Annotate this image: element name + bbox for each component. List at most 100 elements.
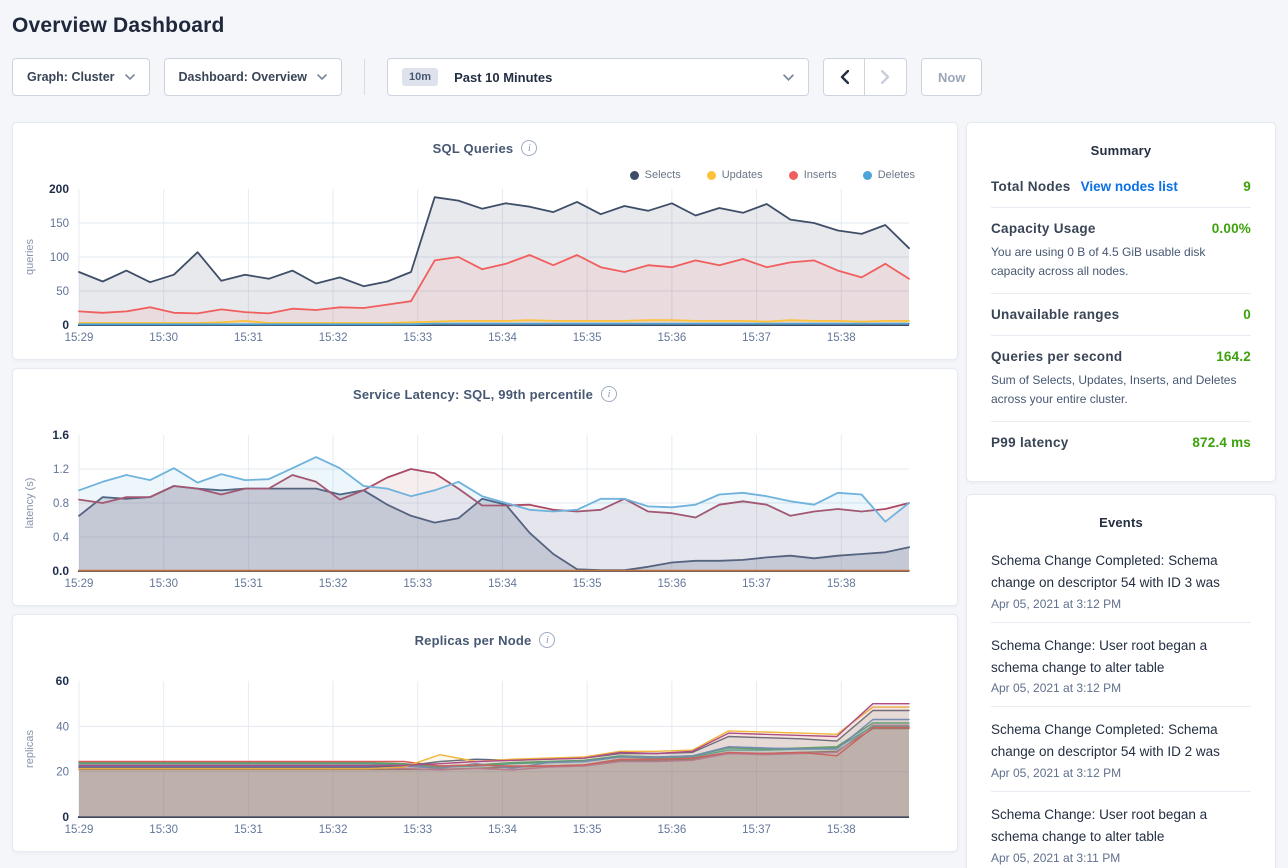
time-range-badge: 10m	[402, 68, 439, 86]
svg-text:60: 60	[56, 674, 70, 688]
info-icon[interactable]: i	[539, 632, 556, 648]
legend-label: Inserts	[803, 169, 837, 181]
svg-text:100: 100	[50, 252, 69, 264]
sql-queries-card: SQL Queries i Selects Updates Inserts De…	[12, 122, 958, 360]
svg-text:15:36: 15:36	[657, 578, 686, 590]
summary-label: Unavailable ranges	[991, 307, 1120, 323]
svg-text:15:38: 15:38	[827, 332, 856, 344]
summary-description: Sum of Selects, Updates, Inserts, and De…	[991, 373, 1237, 406]
svg-text:15:37: 15:37	[742, 824, 771, 836]
charts-column: SQL Queries i Selects Updates Inserts De…	[12, 122, 958, 852]
legend-label: Updates	[721, 169, 763, 181]
info-icon[interactable]: i	[601, 386, 618, 402]
svg-text:15:38: 15:38	[827, 824, 856, 836]
svg-text:15:38: 15:38	[827, 578, 856, 590]
summary-label: Queries per second	[991, 349, 1123, 365]
svg-text:15:35: 15:35	[573, 332, 602, 344]
replicas-per-node-chart[interactable]: 15:29 15:30 15:31 15:32 15:33 15:34 15:35 15:36…	[13, 667, 959, 839]
svg-text:0.8: 0.8	[53, 498, 69, 510]
time-range-label: Past 10 Minutes	[454, 69, 553, 85]
time-back-button[interactable]	[823, 58, 866, 96]
svg-text:15:30: 15:30	[149, 824, 178, 836]
chevron-down-icon	[124, 74, 135, 80]
legend-label: Deletes	[877, 169, 915, 181]
svg-text:15:32: 15:32	[319, 824, 348, 836]
chevron-right-icon	[881, 70, 890, 84]
svg-text:0.4: 0.4	[53, 532, 70, 544]
legend-dot	[788, 170, 798, 180]
legend-dot	[862, 170, 872, 180]
side-column: Summary Total Nodes View nodes list 9 Ca…	[966, 122, 1276, 868]
svg-text:15:29: 15:29	[65, 578, 94, 590]
svg-text:200: 200	[49, 182, 69, 196]
summary-value: 164.2	[1216, 349, 1251, 365]
summary-row-unavailable-ranges: Unavailable ranges 0	[991, 294, 1251, 337]
svg-text:15:33: 15:33	[403, 578, 432, 590]
sql-queries-chart[interactable]: 15:29 15:30 15:31 15:32 15:33 15:34 15:35 15:36…	[13, 175, 959, 347]
svg-text:1.2: 1.2	[53, 464, 69, 476]
summary-label: Capacity Usage	[991, 221, 1096, 236]
dashboard-main: SQL Queries i Selects Updates Inserts De…	[12, 122, 1276, 868]
chart-legend: Selects Updates Inserts Deletes	[629, 169, 915, 181]
summary-row-queries-per-second: Queries per second 164.2 Sum of Selects,…	[991, 336, 1251, 423]
svg-text:15:31: 15:31	[234, 332, 263, 344]
svg-text:0.0: 0.0	[52, 564, 69, 578]
legend-dot	[706, 170, 716, 180]
time-step-buttons	[823, 58, 908, 96]
summary-value: 0	[1243, 307, 1251, 323]
svg-text:15:37: 15:37	[742, 578, 771, 590]
service-latency-chart[interactable]: 15:29 15:30 15:31 15:32 15:33 15:34 15:35 15:36…	[13, 421, 959, 593]
graph-dropdown-label: Graph: Cluster	[27, 70, 115, 84]
service-latency-card: Service Latency: SQL, 99th percentile i …	[12, 368, 958, 606]
event-item: Schema Change: User root began a schema …	[991, 623, 1251, 708]
legend-label: Selects	[644, 169, 681, 181]
summary-title: Summary	[1090, 143, 1152, 158]
event-item: Schema Change: User root began a schema …	[991, 792, 1251, 868]
info-icon[interactable]: i	[521, 140, 538, 156]
svg-text:20: 20	[56, 767, 69, 779]
dashboard-dropdown-label: Dashboard: Overview	[178, 70, 308, 84]
svg-text:15:36: 15:36	[657, 824, 686, 836]
svg-text:latency (s): latency (s)	[24, 478, 36, 529]
now-button[interactable]: Now	[921, 58, 983, 96]
legend-dot	[629, 170, 639, 180]
legend-item-deletes: Deletes	[862, 169, 915, 181]
event-item: Schema Change Completed: Schema change o…	[991, 707, 1251, 793]
event-text: Schema Change: User root began a schema …	[991, 637, 1208, 675]
chevron-down-icon	[317, 74, 327, 80]
svg-text:15:33: 15:33	[403, 824, 432, 836]
toolbar-divider	[364, 59, 366, 95]
svg-text:replicas: replicas	[24, 730, 36, 768]
replicas-per-node-card: Replicas per Node i 15:29 15:30 15:31 15:32…	[12, 614, 958, 852]
svg-text:15:30: 15:30	[149, 578, 178, 590]
summary-value: 0.00%	[1211, 221, 1251, 236]
event-timestamp: Apr 05, 2021 at 3:12 PM	[991, 766, 1122, 781]
graph-dropdown[interactable]: Graph: Cluster	[12, 58, 150, 96]
svg-text:15:37: 15:37	[742, 332, 771, 344]
events-panel: Events Schema Change Completed: Schema c…	[966, 494, 1276, 868]
svg-text:0: 0	[62, 318, 69, 332]
dashboard-dropdown[interactable]: Dashboard: Overview	[163, 58, 343, 96]
events-title: Events	[1099, 515, 1143, 530]
svg-text:15:32: 15:32	[319, 578, 348, 590]
summary-value: 872.4 ms	[1192, 435, 1251, 451]
summary-description: You are using 0 B of 4.5 GiB usable disk…	[991, 245, 1206, 278]
time-range-dropdown[interactable]: 10m Past 10 Minutes	[387, 58, 810, 96]
svg-text:15:31: 15:31	[234, 578, 263, 590]
event-text: Schema Change Completed: Schema change o…	[991, 553, 1220, 590]
chart-title-row: Service Latency: SQL, 99th percentile i	[13, 369, 957, 402]
svg-text:1.6: 1.6	[52, 428, 69, 442]
svg-text:15:33: 15:33	[403, 332, 432, 344]
summary-panel: Summary Total Nodes View nodes list 9 Ca…	[966, 122, 1276, 482]
time-forward-button[interactable]	[865, 58, 908, 96]
svg-text:50: 50	[56, 286, 69, 298]
svg-text:40: 40	[56, 721, 69, 733]
view-nodes-list-link[interactable]: View nodes list	[1080, 179, 1178, 194]
svg-text:15:36: 15:36	[657, 332, 686, 344]
svg-text:15:35: 15:35	[573, 578, 602, 590]
legend-item-selects: Selects	[629, 169, 681, 181]
svg-text:0: 0	[62, 810, 69, 824]
svg-text:15:29: 15:29	[65, 824, 94, 836]
event-timestamp: Apr 05, 2021 at 3:12 PM	[991, 681, 1122, 696]
legend-item-updates: Updates	[706, 169, 763, 181]
